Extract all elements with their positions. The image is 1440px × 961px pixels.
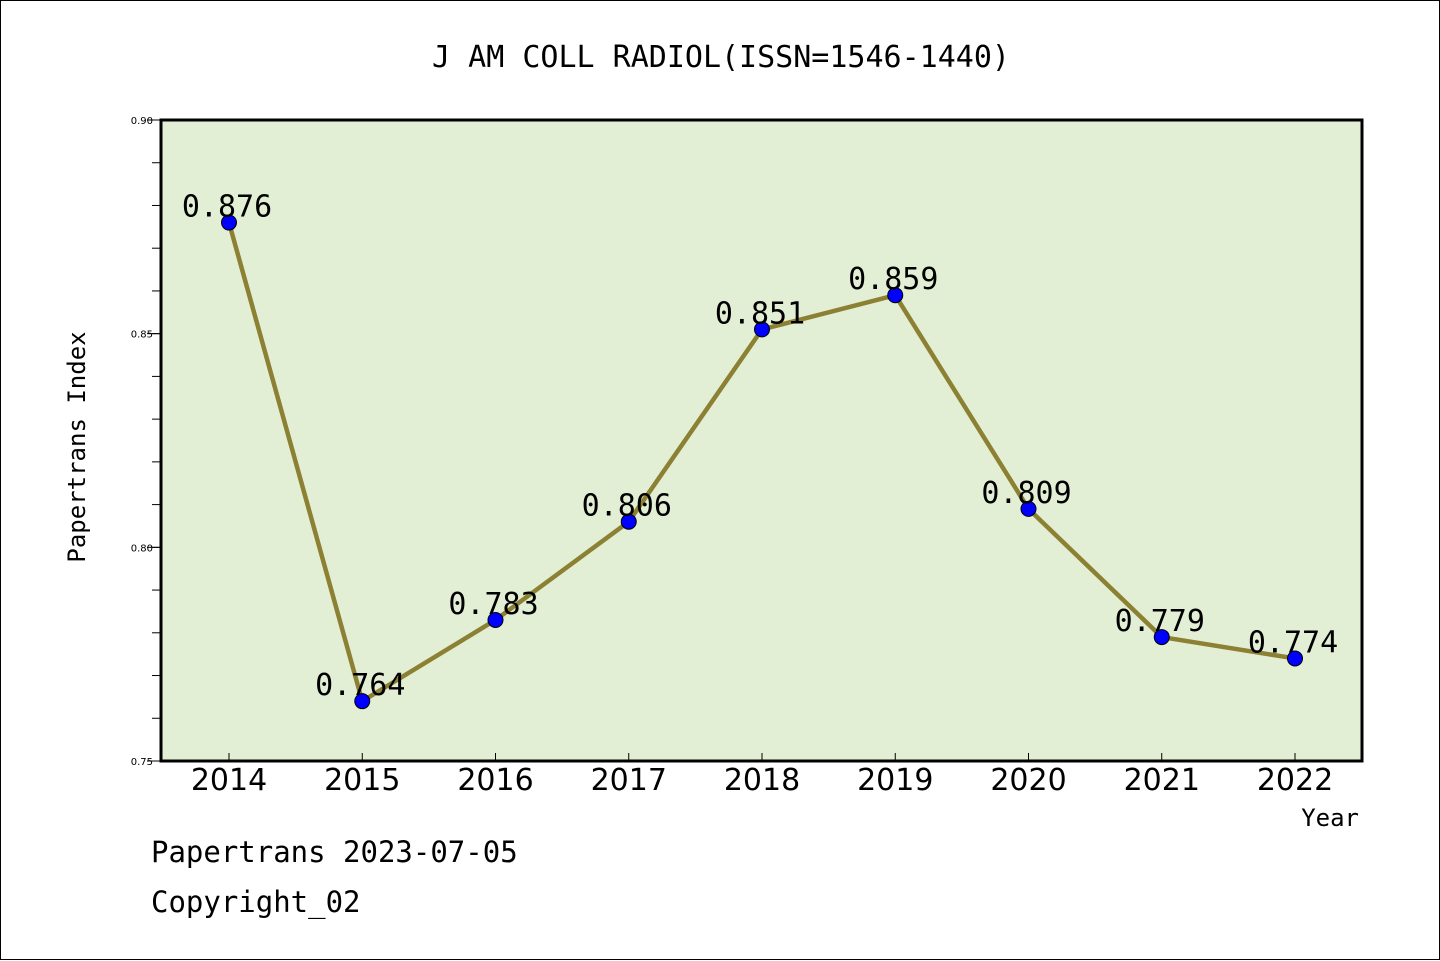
data-point [1153,629,1170,646]
data-label: 0.851 [715,296,805,331]
data-label: 0.876 [182,190,272,225]
y-axis-label: Papertrans Index [63,331,91,562]
footer-date: Papertrans 2023-07-05 [151,835,518,869]
x-tick-label: 2015 [324,763,400,798]
x-tick-label: 2017 [591,763,667,798]
data-label: 0.764 [315,668,405,703]
x-tick-label: 2022 [1257,763,1333,798]
data-point [354,693,371,710]
data-point [887,287,904,304]
x-tick-label: 2018 [724,763,800,798]
data-series: 0.876 0.764 0.783 0.806 0.851 0.859 0.809 0.779… [182,190,1338,710]
data-point [754,321,770,338]
data-point [620,513,637,530]
data-point [1287,650,1303,667]
data-point [1020,500,1037,517]
y-tick-label: 0.80 [131,543,153,554]
x-axis: 2014 2015 2016 2017 2018 2019 2020 2021 2022 [191,753,1333,798]
y-axis: 0.75 0.80 0.85 0.90 [131,116,161,768]
x-tick-label: 2016 [457,763,533,798]
data-label: 0.779 [1115,604,1205,639]
data-point [487,611,504,628]
y-tick-label: 0.85 [131,330,153,341]
y-tick-label: 0.75 [131,757,153,768]
footer-copyright: Copyright_02 [151,885,361,919]
plot-area [159,118,1364,763]
x-tick-label: 2020 [990,763,1066,798]
data-label: 0.783 [448,587,538,622]
x-tick-label: 2019 [857,763,933,798]
data-label: 0.806 [582,489,672,524]
data-label: 0.859 [848,262,938,297]
y-tick-label: 0.90 [131,116,153,127]
x-tick-label: 2021 [1124,763,1200,798]
chart-title: J AM COLL RADIOL(ISSN=1546-1440) [432,40,1010,75]
data-label: 0.774 [1248,625,1338,660]
x-tick-label: 2014 [191,763,267,798]
data-label: 0.809 [981,476,1071,511]
x-axis-label: Year [1301,804,1359,832]
data-point [221,214,237,231]
